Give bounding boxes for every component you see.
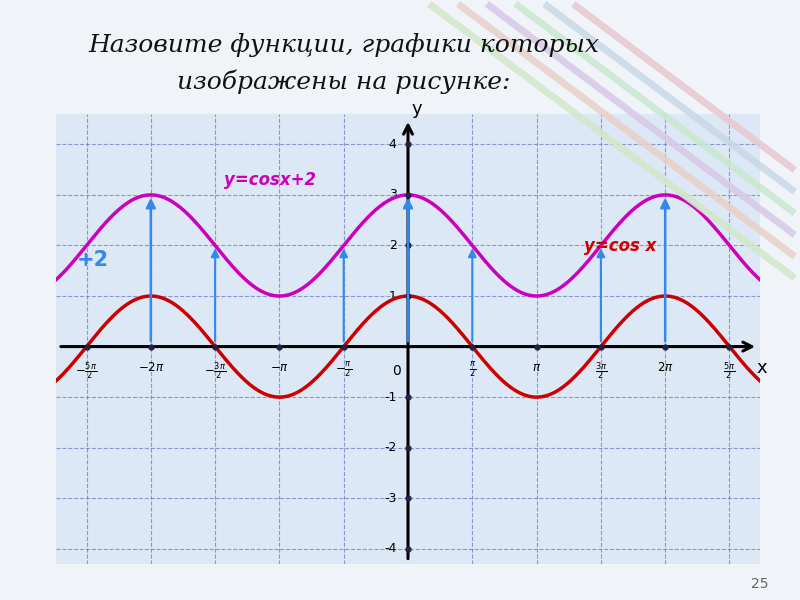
Text: $\frac{3\pi}{2}$: $\frac{3\pi}{2}$ [594, 361, 607, 382]
Text: y=cosx+2: y=cosx+2 [224, 171, 316, 189]
Text: y=cos x: y=cos x [584, 236, 656, 254]
Text: -4: -4 [384, 542, 397, 556]
Text: 0: 0 [392, 364, 401, 378]
Text: $-2\pi$: $-2\pi$ [138, 361, 164, 374]
Text: 4: 4 [389, 138, 397, 151]
Text: $\frac{\pi}{2}$: $\frac{\pi}{2}$ [469, 361, 476, 380]
Text: $-\frac{5\pi}{2}$: $-\frac{5\pi}{2}$ [75, 361, 98, 382]
Text: -2: -2 [384, 441, 397, 454]
Text: x: x [757, 359, 767, 377]
Text: Назовите функции, графики которых: Назовите функции, графики которых [89, 33, 599, 57]
Text: 25: 25 [750, 577, 768, 591]
Text: $-\frac{3\pi}{2}$: $-\frac{3\pi}{2}$ [204, 361, 226, 382]
Text: $\pi$: $\pi$ [532, 361, 542, 374]
Text: y: y [412, 100, 422, 118]
Text: изображены на рисунке:: изображены на рисунке: [178, 69, 510, 94]
Text: $-\frac{\pi}{2}$: $-\frac{\pi}{2}$ [335, 361, 352, 380]
Text: +2: +2 [77, 250, 109, 269]
Text: $\frac{5\pi}{2}$: $\frac{5\pi}{2}$ [723, 361, 736, 382]
Text: 2: 2 [389, 239, 397, 252]
Text: 3: 3 [389, 188, 397, 202]
Text: -3: -3 [384, 492, 397, 505]
Text: $2\pi$: $2\pi$ [657, 361, 674, 374]
Text: $-\pi$: $-\pi$ [270, 361, 289, 374]
Text: -1: -1 [384, 391, 397, 404]
Text: 1: 1 [389, 290, 397, 302]
